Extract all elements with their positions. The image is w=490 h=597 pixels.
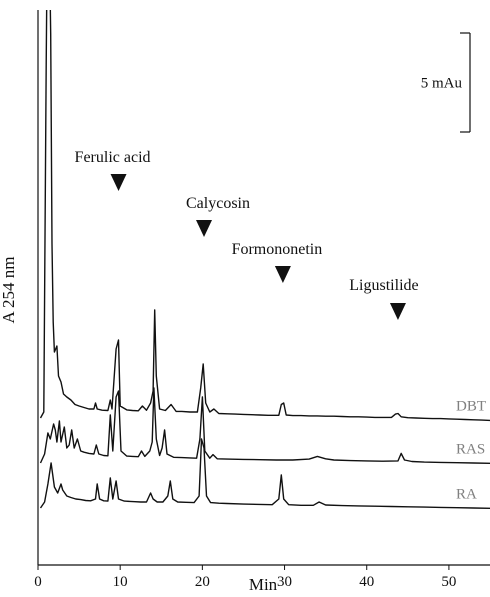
- x-tick-label: 50: [441, 574, 456, 590]
- axes: 0 10 20 30 40 50: [34, 10, 490, 590]
- x-tick-label: 0: [34, 574, 42, 590]
- y-axis-label: A 254 nm: [0, 256, 18, 323]
- x-axis-label: Min: [249, 575, 278, 594]
- series-label-ras: RAS: [456, 441, 485, 457]
- scale-bar-label: 5 mAu: [421, 76, 463, 92]
- annotation-label: Calycosin: [186, 195, 250, 212]
- plot-area: [39, 10, 490, 509]
- annotation-label: Ferulic acid: [75, 149, 151, 166]
- annotation-label: Ligustilide: [349, 277, 418, 294]
- annotation-marker: [274, 266, 291, 283]
- annotation-marker: [389, 303, 406, 320]
- series-trace-ras: [39, 387, 490, 464]
- series-label-dbt: DBT: [456, 398, 486, 414]
- x-tick-label: 10: [113, 574, 128, 590]
- series-trace-ra: [39, 438, 490, 509]
- annotation-label: Formononetin: [232, 241, 323, 258]
- labels: DBT RAS RA 5 mAu Ferulic acid Calycosin Formon…: [75, 76, 486, 503]
- series-trace-dbt: [39, 10, 490, 422]
- annotation-marker: [196, 220, 213, 237]
- series-label-ra: RA: [456, 486, 477, 502]
- x-tick-label: 20: [195, 574, 210, 590]
- x-tick-label: 30: [277, 574, 292, 590]
- x-tick-label: 40: [359, 574, 374, 590]
- annotation-marker: [110, 174, 127, 191]
